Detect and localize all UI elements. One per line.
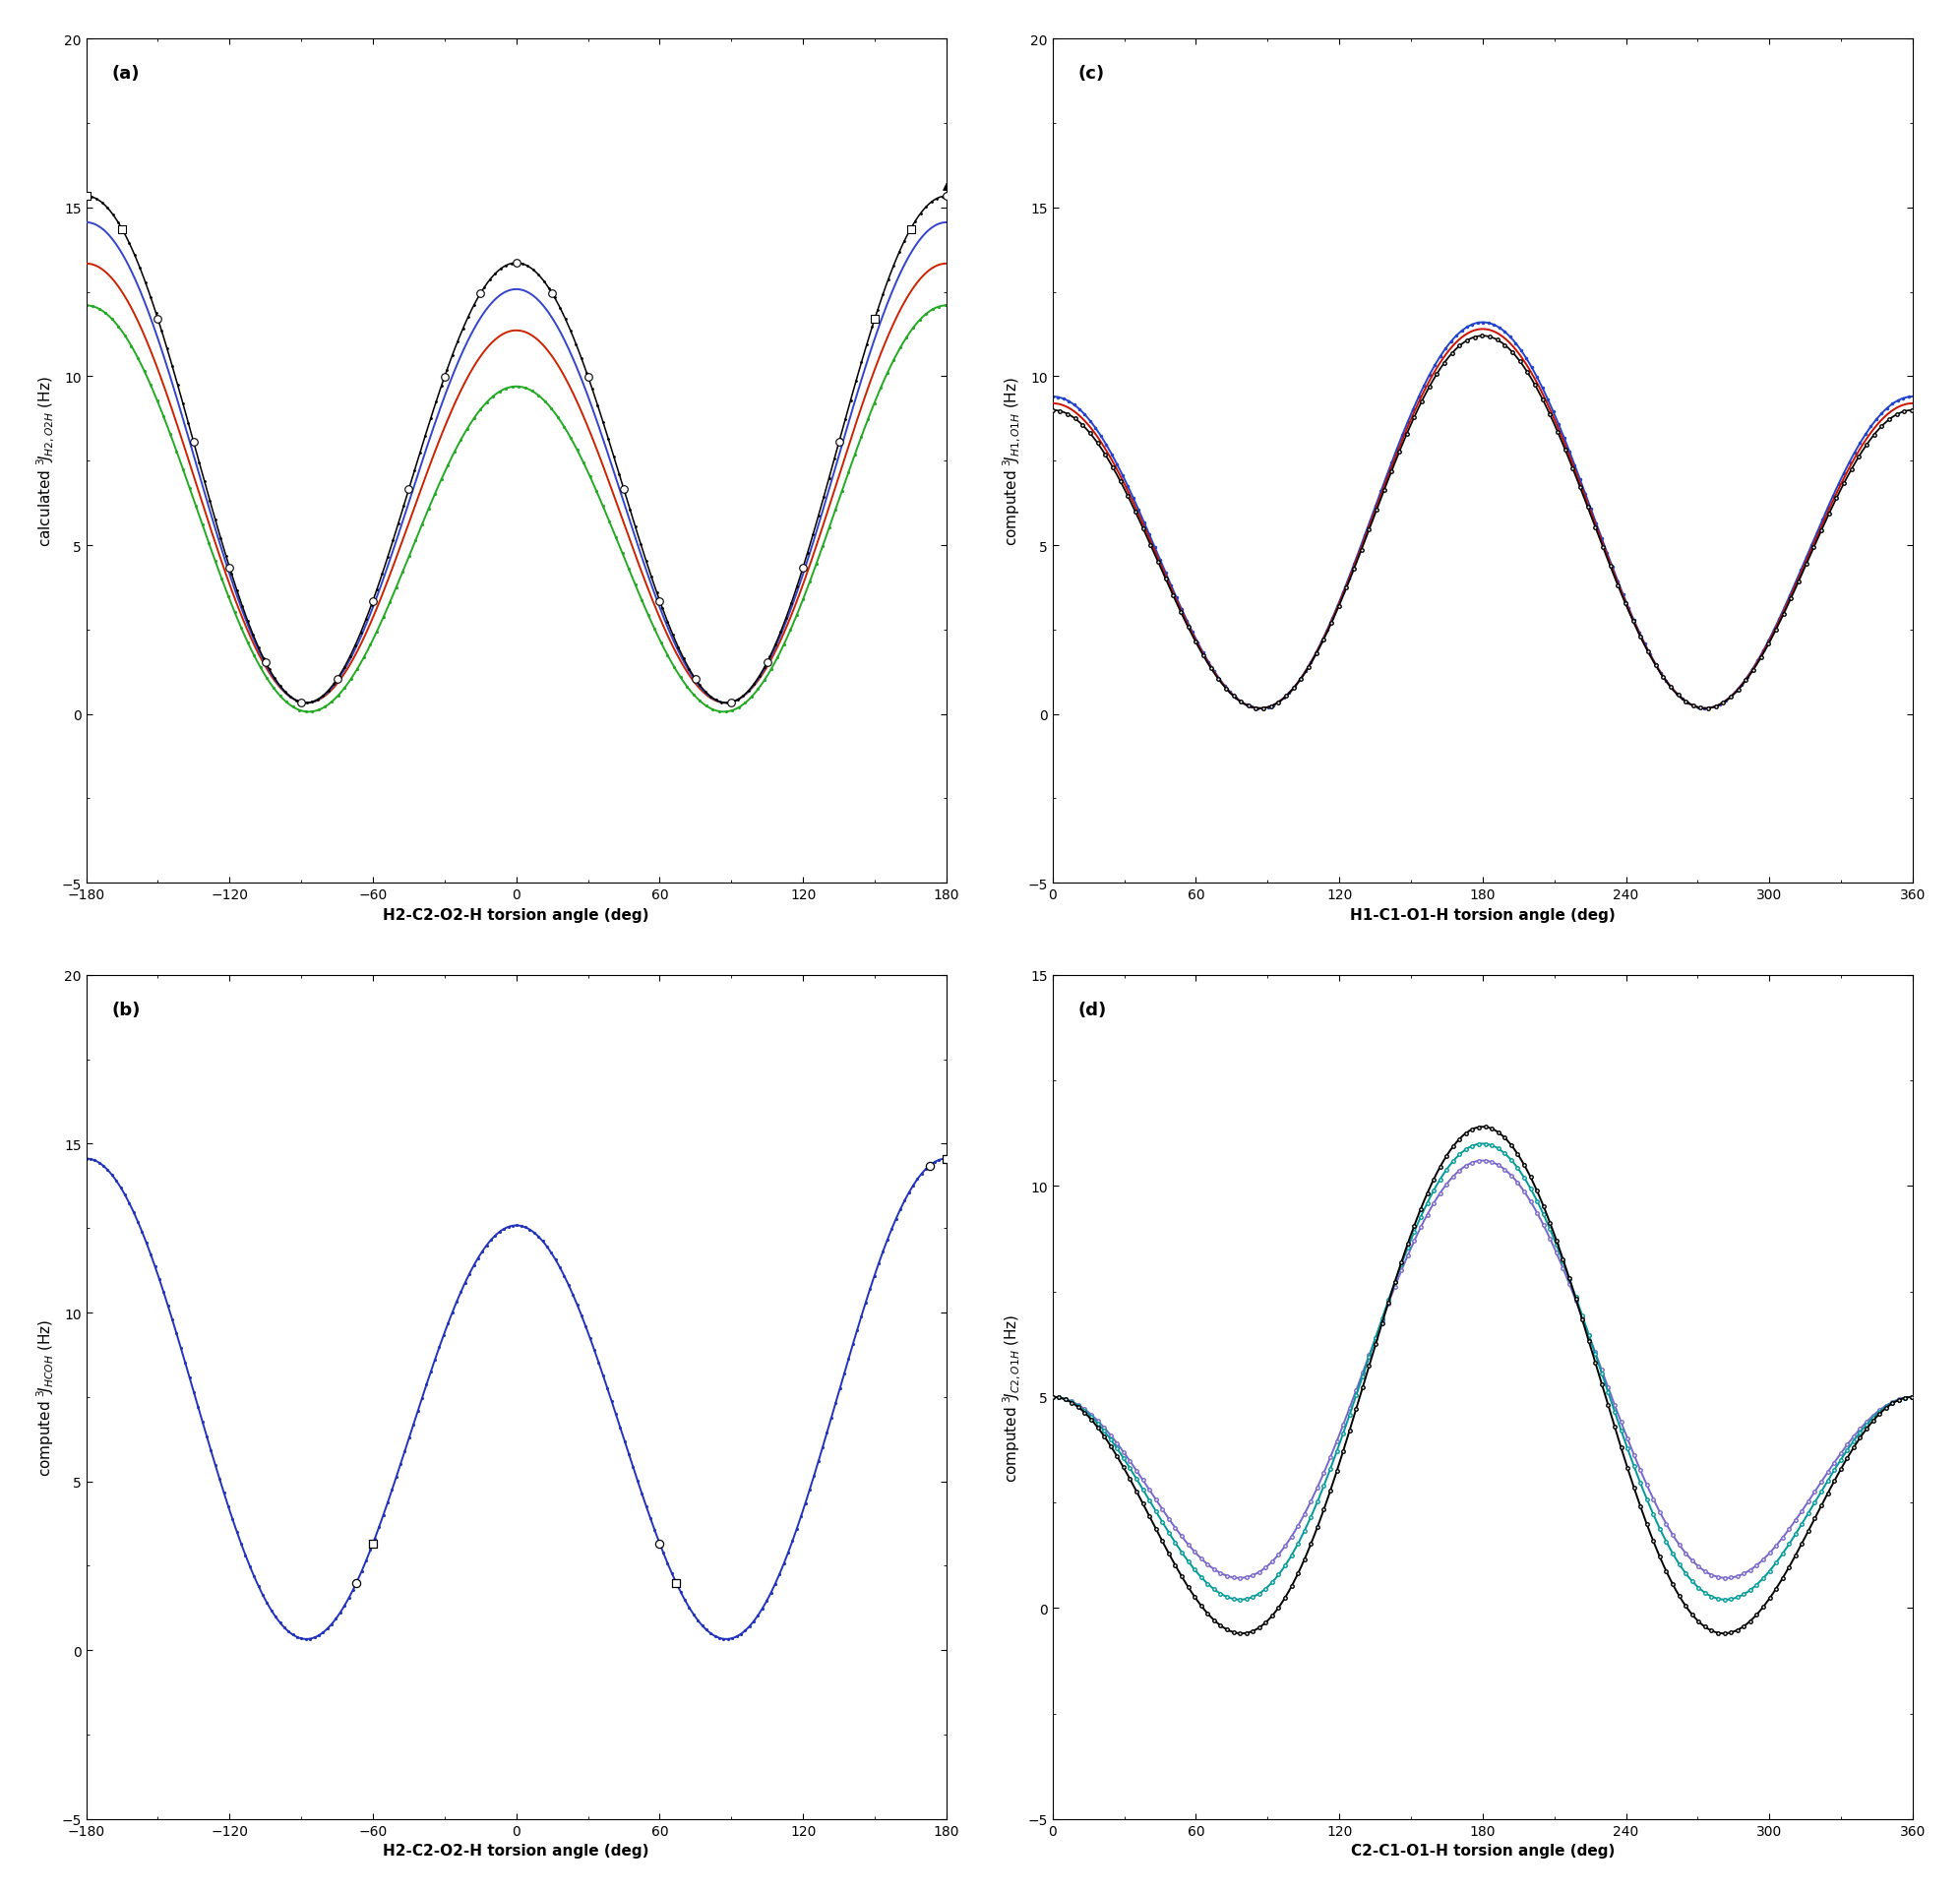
Point [321, 664, 353, 694]
Y-axis label: computed $^3\!J_{C2,O1H}$ (Hz): computed $^3\!J_{C2,O1H}$ (Hz) [1000, 1313, 1023, 1481]
Point [931, 1145, 962, 1175]
Y-axis label: computed $^3\!J_{HCOH}$ (Hz): computed $^3\!J_{HCOH}$ (Hz) [35, 1319, 55, 1476]
Point [788, 552, 819, 583]
Point [71, 182, 102, 212]
Point [823, 428, 855, 458]
Point [715, 687, 747, 717]
Point [537, 278, 568, 308]
Point [341, 1568, 372, 1599]
Point [645, 587, 676, 617]
Point [214, 552, 245, 583]
Point [661, 1568, 692, 1599]
Point [931, 172, 962, 202]
X-axis label: H2-C2-O2-H torsion angle (deg): H2-C2-O2-H torsion angle (deg) [384, 1843, 649, 1858]
Point [608, 475, 639, 505]
Point [465, 278, 496, 308]
Point [896, 214, 927, 244]
Point [896, 214, 927, 244]
Point [913, 1150, 945, 1181]
Point [178, 428, 210, 458]
X-axis label: H2-C2-O2-H torsion angle (deg): H2-C2-O2-H torsion angle (deg) [384, 908, 649, 921]
Text: (d): (d) [1078, 1001, 1107, 1018]
Point [680, 664, 711, 694]
Text: (b): (b) [112, 1001, 141, 1018]
Point [143, 305, 174, 335]
Point [931, 182, 962, 212]
Point [858, 305, 890, 335]
Text: (c): (c) [1078, 64, 1105, 83]
Y-axis label: calculated $^3\!J_{H2,O2H}$ (Hz): calculated $^3\!J_{H2,O2H}$ (Hz) [33, 377, 55, 547]
Point [645, 1529, 676, 1559]
Point [286, 687, 318, 717]
Point [357, 587, 388, 617]
Point [858, 305, 890, 335]
Point [429, 361, 461, 392]
Point [357, 1529, 388, 1559]
Point [106, 214, 137, 244]
Point [500, 248, 531, 278]
Y-axis label: computed $^3\!J_{H1,O1H}$ (Hz): computed $^3\!J_{H1,O1H}$ (Hz) [1000, 377, 1023, 547]
X-axis label: H1-C1-O1-H torsion angle (deg): H1-C1-O1-H torsion angle (deg) [1350, 908, 1615, 921]
Point [394, 475, 425, 505]
Point [751, 647, 782, 677]
Text: (a): (a) [112, 64, 139, 83]
Point [249, 647, 280, 677]
Point [106, 214, 137, 244]
Point [572, 361, 604, 392]
Point [71, 182, 102, 212]
X-axis label: C2-C1-O1-H torsion angle (deg): C2-C1-O1-H torsion angle (deg) [1350, 1843, 1615, 1858]
